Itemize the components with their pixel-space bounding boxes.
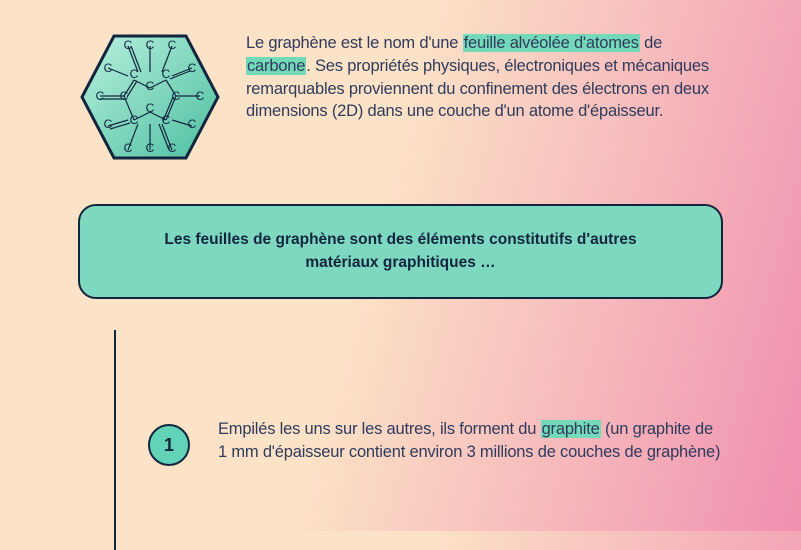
intro-highlight-1: feuille alvéolée d'atomes	[463, 34, 640, 52]
svg-text:C: C	[188, 117, 197, 131]
item-number: 1	[164, 435, 174, 456]
intro-pre: Le graphène est le nom d'une	[246, 34, 463, 52]
intro-paragraph: Le graphène est le nom d'une feuille alv…	[246, 32, 723, 123]
item-text: Empilés les uns sur les autres, ils form…	[218, 418, 723, 464]
list-item-1: 1 Empilés les uns sur les autres, ils fo…	[80, 418, 723, 466]
intro-post: . Ses propriétés physiques, électronique…	[246, 57, 709, 121]
graphene-hexagon-diagram: CCC CC CC CC CCC CC CC CC CC	[78, 32, 222, 162]
intro-mid: de	[640, 34, 662, 52]
svg-text:C: C	[188, 61, 197, 75]
item-highlight: graphite	[541, 420, 601, 438]
banner-text: Les feuilles de graphène sont des élémen…	[164, 231, 636, 271]
svg-text:C: C	[124, 38, 133, 52]
intro-section: CCC CC CC CC CCC CC CC CC CC	[0, 0, 801, 162]
intro-highlight-2: carbone	[246, 57, 306, 75]
item-pre: Empilés les uns sur les autres, ils form…	[218, 420, 541, 438]
svg-text:C: C	[168, 38, 177, 52]
section-banner: Les feuilles de graphène sont des élémen…	[78, 204, 723, 299]
item-number-badge: 1	[148, 424, 190, 466]
